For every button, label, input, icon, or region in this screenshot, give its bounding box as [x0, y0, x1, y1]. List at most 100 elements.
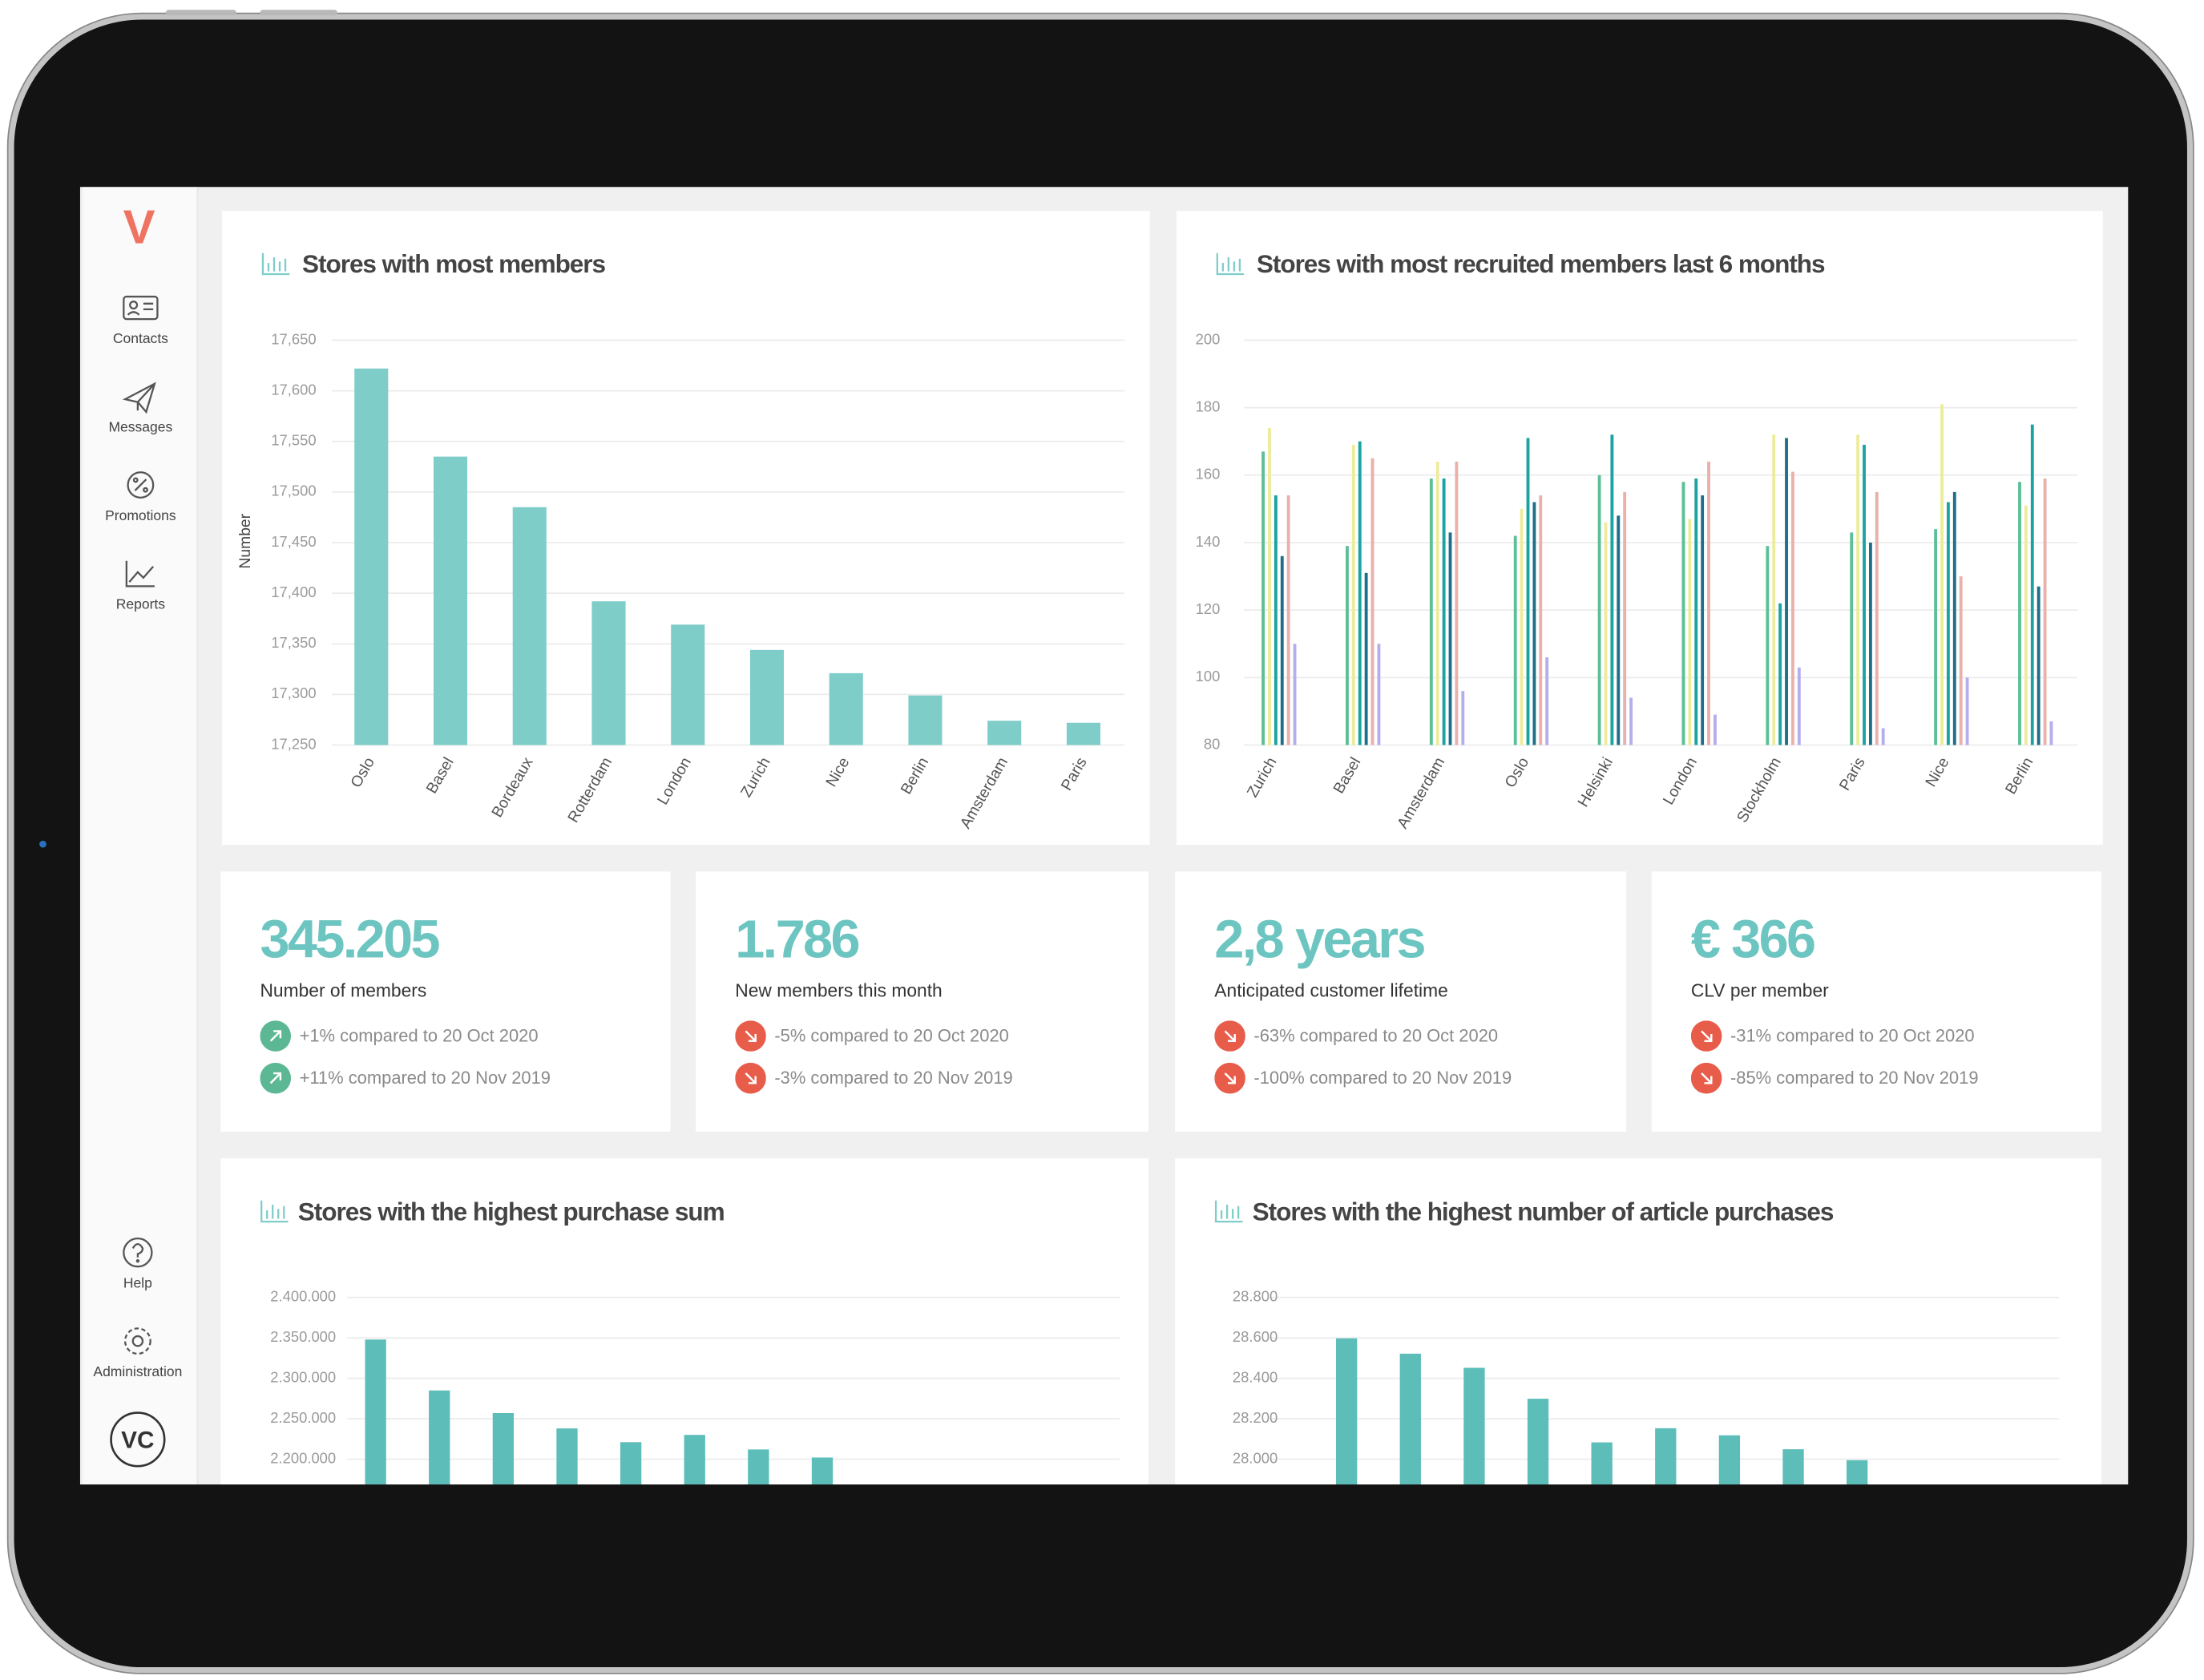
trend-text: +11% compared to 20 Nov 2019: [299, 1068, 551, 1088]
chart-title: Stores with the highest number of articl…: [1253, 1197, 1834, 1226]
bar: [2030, 424, 2034, 745]
nav-label[interactable]: Help: [123, 1275, 152, 1291]
avatar-initials[interactable]: VC: [121, 1427, 154, 1453]
kpi-card: 2,8 years Anticipated customer lifetime -6…: [1175, 871, 1627, 1132]
bar: [1280, 555, 1284, 745]
kpi-card: 345.205 Number of members +1% compared to …: [220, 871, 671, 1132]
sidebar-icons: V Contacts Messages Promotions Reports H…: [93, 200, 182, 1468]
camera: [39, 840, 46, 848]
bar: [1688, 519, 1692, 745]
x-tick-label: Oslo: [348, 755, 378, 791]
bar: [1875, 491, 1879, 745]
bar: [2024, 505, 2028, 745]
nav-label[interactable]: Reports: [116, 596, 166, 612]
trend-arrow: [745, 1072, 757, 1084]
messages-icon[interactable]: [122, 382, 156, 414]
trend-row: -5% compared to 20 Oct 2020: [735, 1020, 1009, 1052]
bar: [671, 624, 705, 745]
administration-icon[interactable]: [123, 1327, 151, 1355]
trend-arrow: [745, 1030, 757, 1042]
reports-icon[interactable]: [125, 560, 155, 588]
y-tick-label: 140: [1196, 533, 1221, 550]
nav-label[interactable]: Administration: [93, 1363, 182, 1379]
y-tick-label: 160: [1196, 466, 1221, 483]
kpi-value: 345.205: [260, 911, 440, 971]
bar: [1797, 667, 1801, 745]
chart-panel: Stores with most recruited members last …: [1176, 211, 2103, 846]
bar: [1461, 691, 1465, 745]
nav-label[interactable]: Contacts: [113, 330, 168, 346]
y-tick-label: 17,550: [271, 432, 316, 449]
trend-arrow: [1224, 1072, 1236, 1084]
bar: [1066, 722, 1100, 745]
y-tick-label: 28.000: [1233, 1449, 1278, 1466]
title-icon: [1214, 1200, 1243, 1223]
bar: [684, 1435, 705, 1485]
x-tick-label: Helsinki: [1575, 755, 1617, 810]
bar: [1336, 1338, 1358, 1485]
bar: [1617, 515, 1621, 745]
x-tick-label: London: [1661, 755, 1701, 808]
screen: V Contacts Messages Promotions Reports H…: [79, 187, 2129, 1485]
trend-text: +1% compared to 20 Oct 2020: [299, 1026, 539, 1046]
bar: [591, 601, 626, 745]
contacts-icon[interactable]: [123, 295, 159, 321]
bar: [987, 721, 1022, 745]
help-icon[interactable]: [123, 1237, 153, 1268]
chart: Stores with the highest number of articl…: [1214, 1197, 2060, 1485]
promotions-icon[interactable]: [127, 471, 155, 499]
title-icon: [1216, 252, 1245, 276]
trend-row: -100% compared to 20 Nov 2019: [1214, 1062, 1512, 1094]
bar: [1610, 434, 1614, 745]
y-tick-label: 2.350.000: [270, 1328, 336, 1345]
bar: [1435, 461, 1439, 745]
y-tick-label: 28.800: [1233, 1288, 1278, 1305]
trend-icon: [260, 1062, 292, 1094]
bar: [2049, 721, 2053, 745]
trend-icon: [1690, 1020, 1722, 1052]
kpi-label: CLV per member: [1690, 979, 1829, 1001]
y-tick-label: 17,400: [271, 584, 316, 600]
bar: [1358, 441, 1362, 745]
bar: [1681, 482, 1685, 745]
logo[interactable]: V: [123, 200, 155, 253]
bar: [1790, 471, 1794, 745]
chart-panel: Stores with the highest number of articl…: [1175, 1158, 2101, 1485]
bar: [811, 1457, 834, 1485]
tablet-button: [165, 10, 236, 16]
bar: [1766, 546, 1770, 745]
trend-icon: [1214, 1020, 1245, 1052]
tablet-button: [260, 10, 337, 16]
bar: [365, 1339, 386, 1485]
x-tick-label: Basel: [1330, 755, 1364, 797]
bar: [1623, 491, 1627, 745]
bar: [1429, 479, 1433, 745]
bar: [1532, 502, 1536, 745]
trend-row: -3% compared to 20 Nov 2019: [735, 1062, 1013, 1094]
trend-row: -31% compared to 20 Oct 2020: [1690, 1020, 1975, 1052]
y-tick-label: 17,450: [271, 533, 316, 550]
bar: [429, 1390, 450, 1485]
trend-arrow: [1701, 1030, 1713, 1042]
nav-label[interactable]: Messages: [108, 418, 172, 434]
avatar[interactable]: [110, 1411, 166, 1468]
bar: [1455, 461, 1459, 745]
x-tick-label: Stockholm: [1734, 755, 1785, 826]
bar: [1701, 495, 1705, 745]
x-tick-label: Paris: [1059, 755, 1091, 794]
bar: [1274, 495, 1278, 745]
chart-title: Stores with most recruited members last …: [1257, 249, 1825, 278]
kpi-value: 1.786: [735, 911, 860, 971]
bar: [512, 507, 547, 745]
nav-label[interactable]: Promotions: [105, 507, 176, 523]
x-tick-label: Nice: [823, 755, 853, 790]
bar: [556, 1428, 578, 1485]
bar: [2043, 479, 2047, 745]
trend-icon: [735, 1020, 766, 1052]
bar: [749, 649, 785, 745]
x-tick-label: Oslo: [1502, 755, 1532, 791]
trend-text: -31% compared to 20 Oct 2020: [1730, 1026, 1975, 1046]
bar: [1629, 697, 1633, 745]
